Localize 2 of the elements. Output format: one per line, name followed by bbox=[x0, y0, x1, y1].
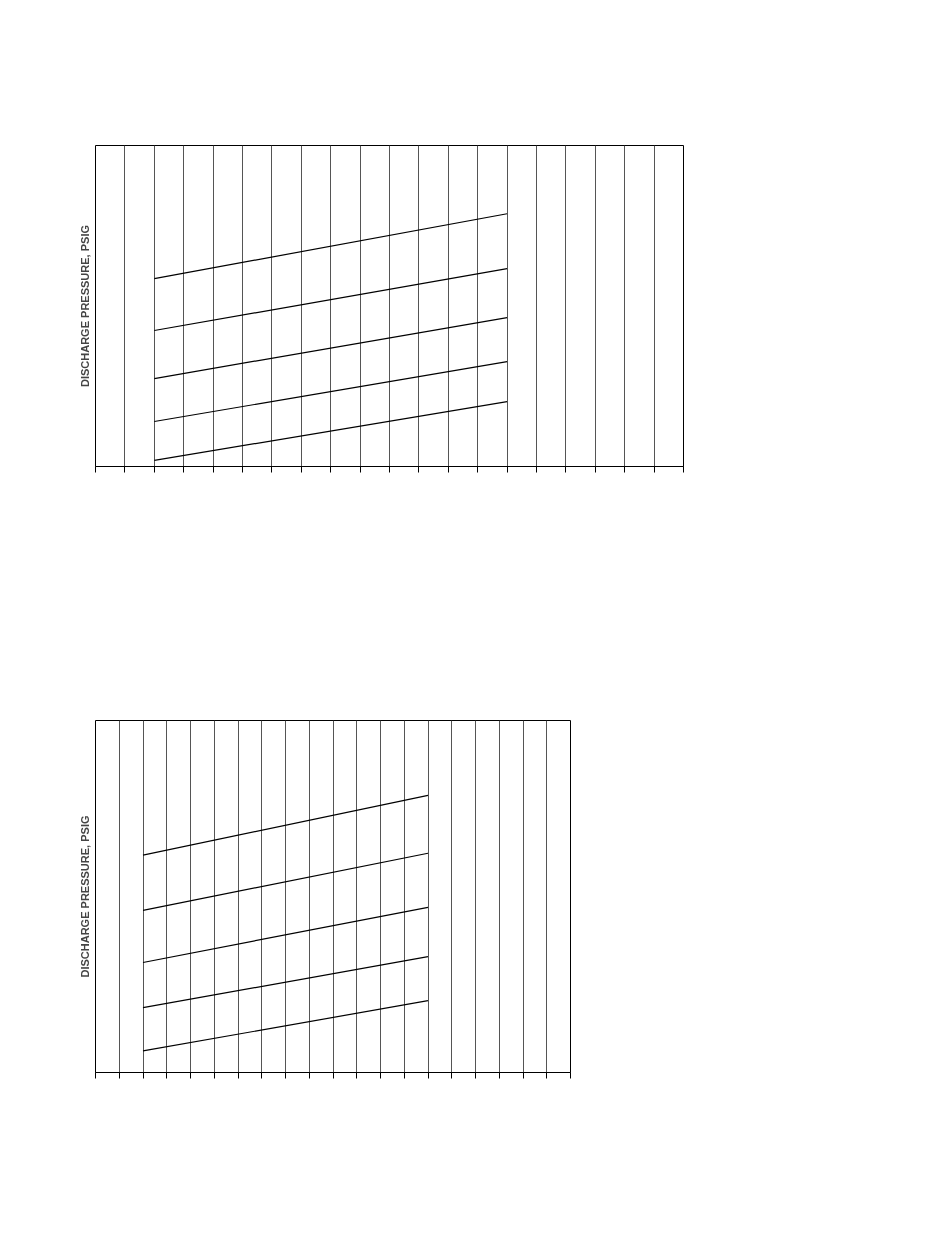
y-axis-title: DISCHARGE PRESSURE, PSIG bbox=[78, 225, 91, 387]
y-axis-title: DISCHARGE PRESSURE, PSIG bbox=[78, 815, 91, 978]
